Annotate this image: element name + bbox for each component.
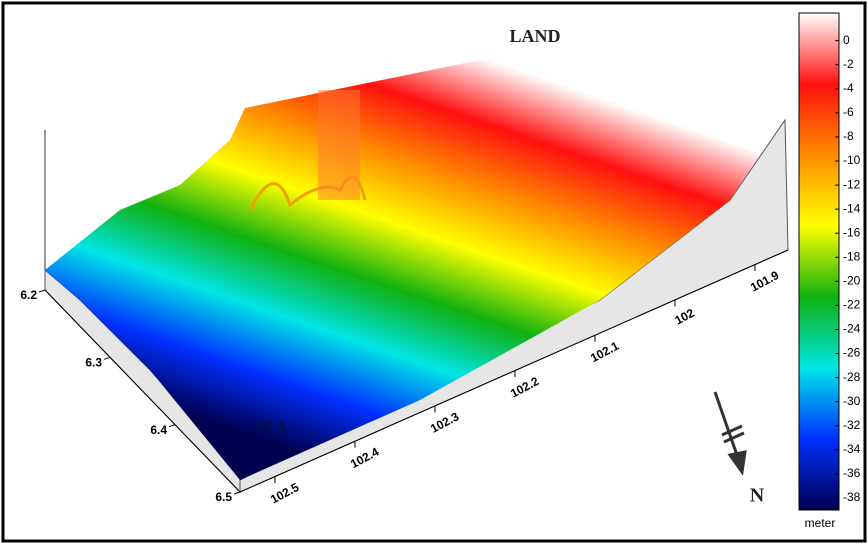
colorbar-tick-label: -16 — [843, 225, 861, 239]
north-label: N — [750, 485, 765, 507]
colorbar-tick-label: -18 — [843, 249, 861, 263]
colorbar-tick-label: -32 — [843, 418, 861, 432]
colorbar-tick-label: -22 — [843, 298, 861, 312]
colorbar — [799, 13, 839, 510]
land-label: LAND — [509, 26, 560, 46]
colorbar-tick-label: -8 — [843, 129, 854, 143]
colorbar-tick-label: -26 — [843, 346, 861, 360]
colorbar-tick-label: -24 — [843, 322, 861, 336]
colorbar-tick-label: -34 — [843, 442, 861, 456]
colorbar-tick-label: -6 — [843, 105, 854, 119]
colorbar-tick-label: -30 — [843, 394, 861, 408]
colorbar-tick-label: -36 — [843, 466, 861, 480]
colorbar-tick-label: -12 — [843, 177, 861, 191]
colorbar-tick-label: -38 — [843, 490, 861, 504]
lat-tick-label: 6.2 — [20, 288, 37, 302]
colorbar-tick-label: -10 — [843, 153, 861, 167]
lat-tick-label: 6.4 — [150, 423, 167, 437]
lat-tick-label: 6.3 — [85, 356, 102, 370]
colorbar-tick-label: -2 — [843, 57, 854, 71]
colorbar-tick-label: -4 — [843, 81, 854, 95]
colorbar-tick-label: -28 — [843, 370, 861, 384]
lat-tick-label: 6.5 — [215, 490, 232, 504]
ridge-peak — [318, 90, 360, 200]
sea-label: SEA — [252, 418, 287, 438]
colorbar-label: meter — [805, 516, 836, 530]
colorbar-tick-label: -20 — [843, 274, 861, 288]
colorbar-tick-label: 0 — [843, 33, 850, 47]
chart: LAND SEA N meter 0 -2 -4 -6 -8 -10 -12 -14 -16 -1… — [0, 0, 868, 544]
colorbar-tick-label: -14 — [843, 201, 861, 215]
